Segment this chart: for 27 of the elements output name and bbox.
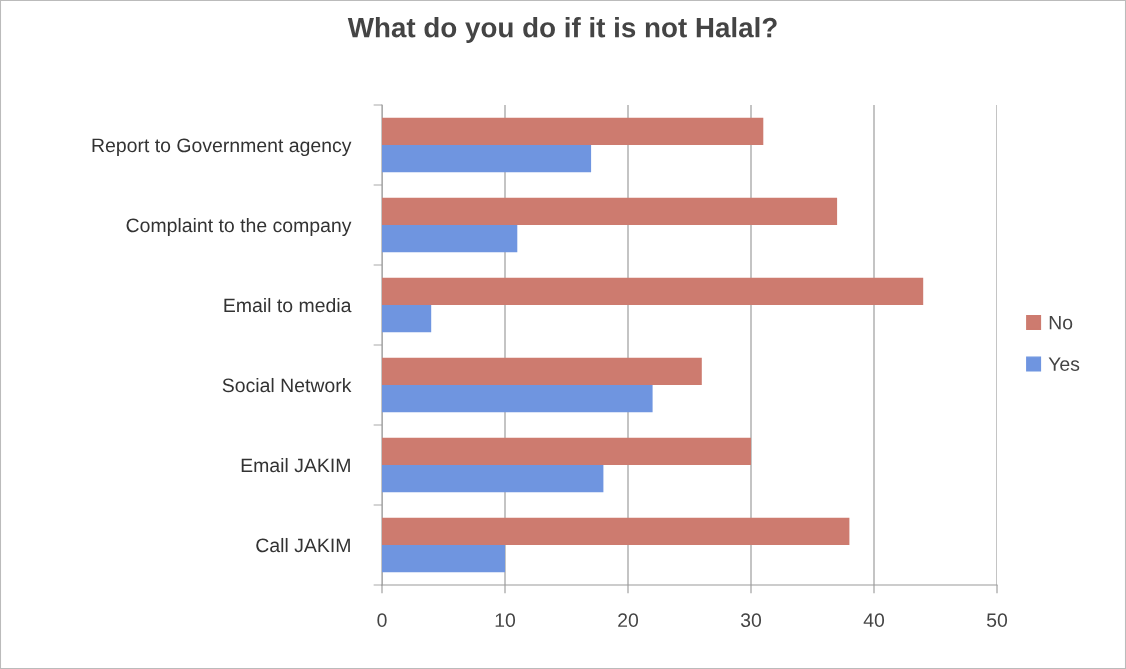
x-tick-label: 20 <box>618 613 639 628</box>
bar <box>382 277 924 305</box>
bar <box>382 437 751 465</box>
x-tick-label: 0 <box>377 613 387 628</box>
y-tick-label: Complaint to the company <box>126 217 352 237</box>
bar <box>382 357 702 385</box>
bar <box>382 197 838 225</box>
y-tick-label: Report to Government agency <box>92 138 352 157</box>
x-tick-label: 30 <box>740 613 762 628</box>
bar <box>382 517 850 545</box>
x-tick-label: 40 <box>863 613 885 628</box>
bar <box>382 385 653 413</box>
bar <box>382 305 432 333</box>
chart-title: What do you do if it is not Halal? <box>347 17 777 43</box>
legend-label: No <box>1049 315 1073 330</box>
y-tick-label: Call JAKIM <box>256 537 350 553</box>
bar <box>382 117 764 145</box>
bar <box>382 465 604 493</box>
legend-label: Yes <box>1048 357 1080 371</box>
bar <box>382 225 518 253</box>
y-tick-label: Email to media <box>224 297 352 313</box>
x-tick-label: 50 <box>986 613 1008 628</box>
bar <box>382 545 505 573</box>
bar <box>382 145 592 173</box>
y-tick-label: Social Network <box>222 377 352 393</box>
x-tick-label: 10 <box>495 613 516 628</box>
y-tick-label: Email JAKIM <box>241 457 350 473</box>
